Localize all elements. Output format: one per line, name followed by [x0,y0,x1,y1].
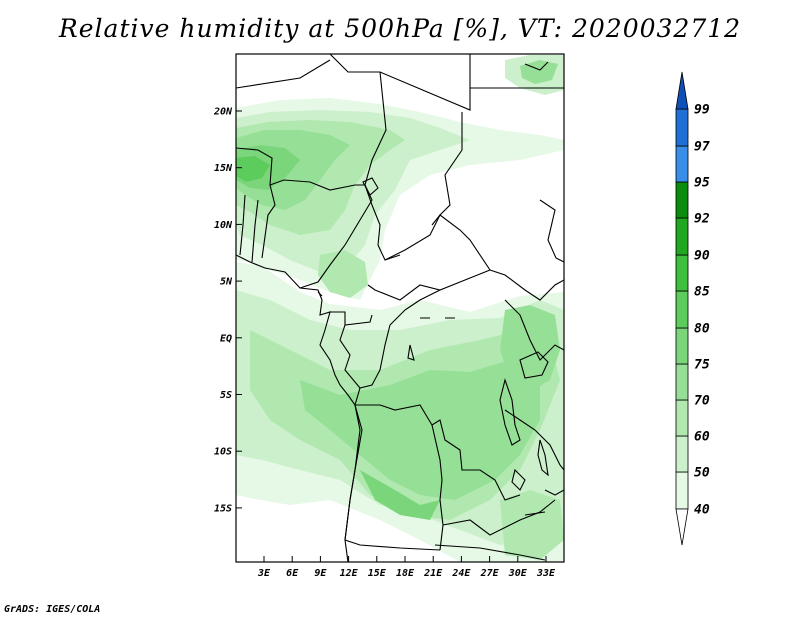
colorbar-segment [675,399,689,437]
lat-label: 10N [214,220,233,231]
colorbar-segment [675,217,689,256]
colorbar-label: 85 [694,285,710,300]
border-line [367,214,491,301]
colorbar-segment [675,181,689,219]
humidity-region-south-75 [360,470,440,520]
border-line [489,269,564,301]
nile-river [524,61,549,71]
lake-malawi [537,439,549,477]
lat-label: 15S [214,503,232,514]
border-line [339,309,406,389]
lake-chad [362,177,379,196]
lat-label: 10S [214,447,232,458]
colorbar-segment [675,363,689,401]
colorbar-label: 50 [694,466,710,481]
colorbar-label: 97 [694,140,710,155]
lake-victoria [519,351,549,379]
west-coast [236,254,361,562]
lon-label: 30E [508,568,528,579]
lon-label: 12E [340,568,359,579]
lake-ish [317,291,323,297]
lon-label: 6E [286,568,299,579]
lake-kivu [511,468,526,491]
colorbar-label: 40 [694,503,710,518]
colorbar-label: 99 [694,103,710,118]
border-line [504,409,564,471]
humidity-field [236,55,564,562]
colorbar-label: 80 [694,322,710,337]
lat-label: 15N [214,163,233,174]
border-line [442,499,556,536]
colorbar-label: 90 [694,249,710,264]
lon-label: 3E [257,568,271,579]
border-line [504,299,564,361]
lon-label: 18E [396,568,415,579]
humidity-region-south-70 [300,360,540,500]
border-line [236,147,365,191]
border-line [434,544,546,561]
colorbar-segment [675,145,689,183]
colorbar-label: 75 [694,358,710,373]
border-line [239,194,246,256]
map-title: Relative humidity at 500hPa [%], VT: 202… [58,14,742,43]
humidity-region-central-60 [318,250,368,298]
lat-label: 5S [220,390,232,401]
lat-label: 20N [213,107,233,118]
border-line [404,289,441,311]
colorbar-segment [675,290,689,329]
colorbar-segment [675,435,689,473]
grads-credit: GrADS: IGES/COLA [4,604,101,615]
humidity-region-east [500,305,560,392]
longitude-axis: 3E 6E 9E 12E 15E 18E 21E 24E 27E 30E 33E [257,556,556,579]
lon-label: 33E [536,568,556,579]
border-line [539,199,564,263]
colorbar-high-arrow [675,71,689,110]
lon-label: 27E [480,568,500,579]
humidity-region-north-80 [236,156,270,182]
lon-label: 21E [423,568,443,579]
colorbar-segment [675,327,689,365]
border-line [299,184,373,289]
border-line [261,184,276,259]
lake-tanganyika [499,378,521,446]
lon-label: 24E [451,568,471,579]
border-line [355,404,521,501]
colorbar: 40 50 60 70 75 80 85 90 92 95 97 99 [675,71,710,546]
border-line [364,71,401,261]
border-line [251,199,259,263]
country-borders [236,54,564,561]
colorbar-label: 60 [694,430,710,445]
colorbar-low-arrow [675,508,689,546]
colorbar-label: 70 [694,394,710,409]
lon-label: 15E [368,568,387,579]
colorbar-label: 92 [694,212,710,227]
colorbar-segment [675,471,689,510]
lake-kariba [524,511,546,516]
humidity-region-southeast-60 [500,490,564,560]
colorbar-segment [675,254,689,292]
lake-bangweulu [407,344,415,361]
border-line [236,59,331,89]
border-line [431,424,444,551]
coastlines [236,61,549,562]
map-frame [235,53,565,563]
lat-label: 5N [220,277,233,288]
border-line [544,489,564,496]
colorbar-segment [675,108,689,147]
latitude-axis: 20N 15N 10N 5N EQ 5S 10S 15S [213,107,242,514]
colorbar-label: 95 [694,176,710,191]
lon-label: 9E [314,568,327,579]
lat-label: EQ [220,333,232,344]
